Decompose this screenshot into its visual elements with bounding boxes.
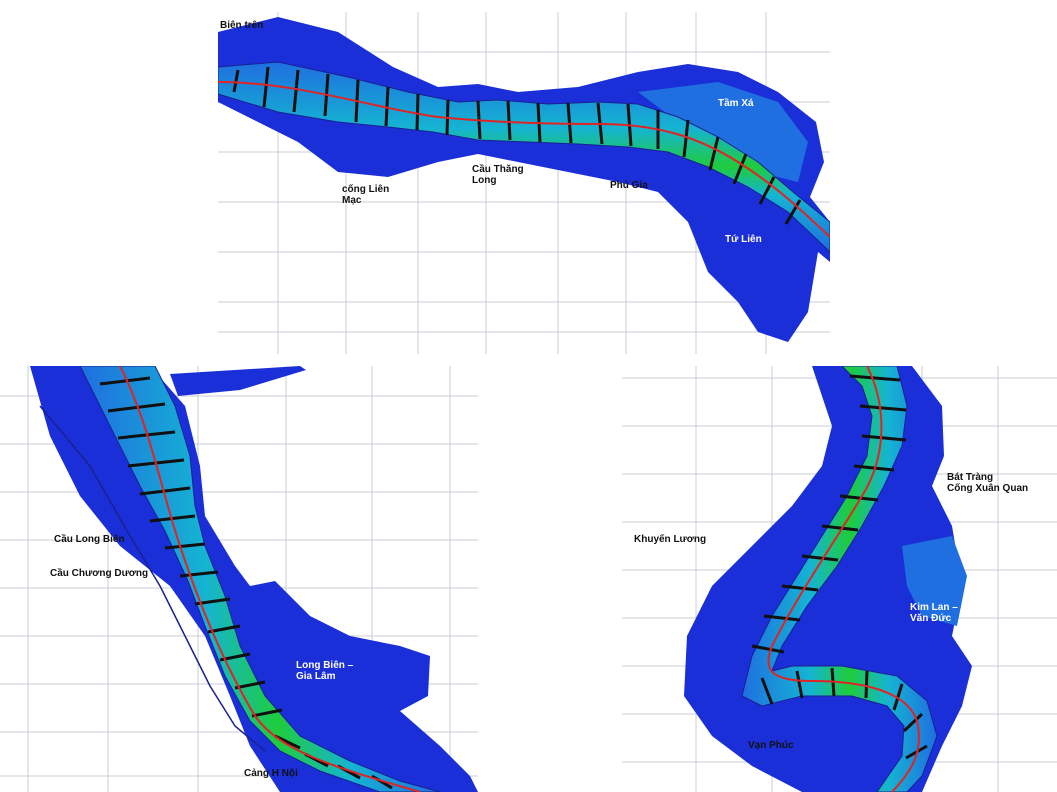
- label-cang-ha-noi: Cảng H Nội: [244, 768, 298, 779]
- map-canvas-left: [0, 366, 478, 792]
- label-van-phuc: Vạn Phúc: [748, 740, 794, 751]
- label-cau-chuong-duong: Cầu Chương Dương: [50, 568, 149, 579]
- floodplain-patch: [902, 536, 967, 626]
- boundary-line: [39, 405, 266, 752]
- label-kim-lan-van-duc: Kim Lan – Văn Đức: [910, 602, 958, 624]
- label-pho-gia: Phú Gia: [610, 180, 648, 191]
- label-cau-long-bien: Cầu Long Biên: [54, 534, 125, 545]
- label-cau-thang-long: Cầu Thăng Long: [472, 164, 524, 186]
- map-panel-left: Cầu Long Biên Cầu Chương Dương Long Biên…: [0, 366, 478, 792]
- river-centerline: [119, 366, 421, 792]
- velocity-arrows: [751, 374, 928, 760]
- label-bat-trang: Bát Tràng Cống Xuân Quan: [947, 472, 1029, 494]
- map-panel-right: Bát Tràng Cống Xuân Quan Khuyến Lương Ki…: [622, 366, 1057, 792]
- label-cong-lien-mac: cống Liên Mạc: [342, 184, 390, 206]
- floodplain-mesh: [30, 366, 478, 792]
- map-canvas-right: [622, 366, 1057, 792]
- map-canvas-top: [218, 12, 830, 354]
- label-long-bien-gia-lam: Long Biên – Gia Lâm: [296, 660, 354, 682]
- label-bien-tren: Biên trên: [220, 20, 264, 31]
- river-channel: [79, 366, 441, 792]
- floodplain-top: [170, 366, 306, 396]
- label-tu-lien: Tứ Liên: [725, 234, 762, 245]
- river-channel: [218, 61, 830, 253]
- label-tam-xa: Tầm Xá: [718, 98, 754, 109]
- river-centerline: [767, 366, 921, 792]
- map-panel-top: Biên trên cống Liên Mạc Cầu Thăng Long P…: [218, 12, 830, 354]
- floodplain-patch: [638, 82, 808, 182]
- label-khuyen-luong: Khuyến Lương: [634, 534, 707, 545]
- river-centerline: [218, 81, 830, 238]
